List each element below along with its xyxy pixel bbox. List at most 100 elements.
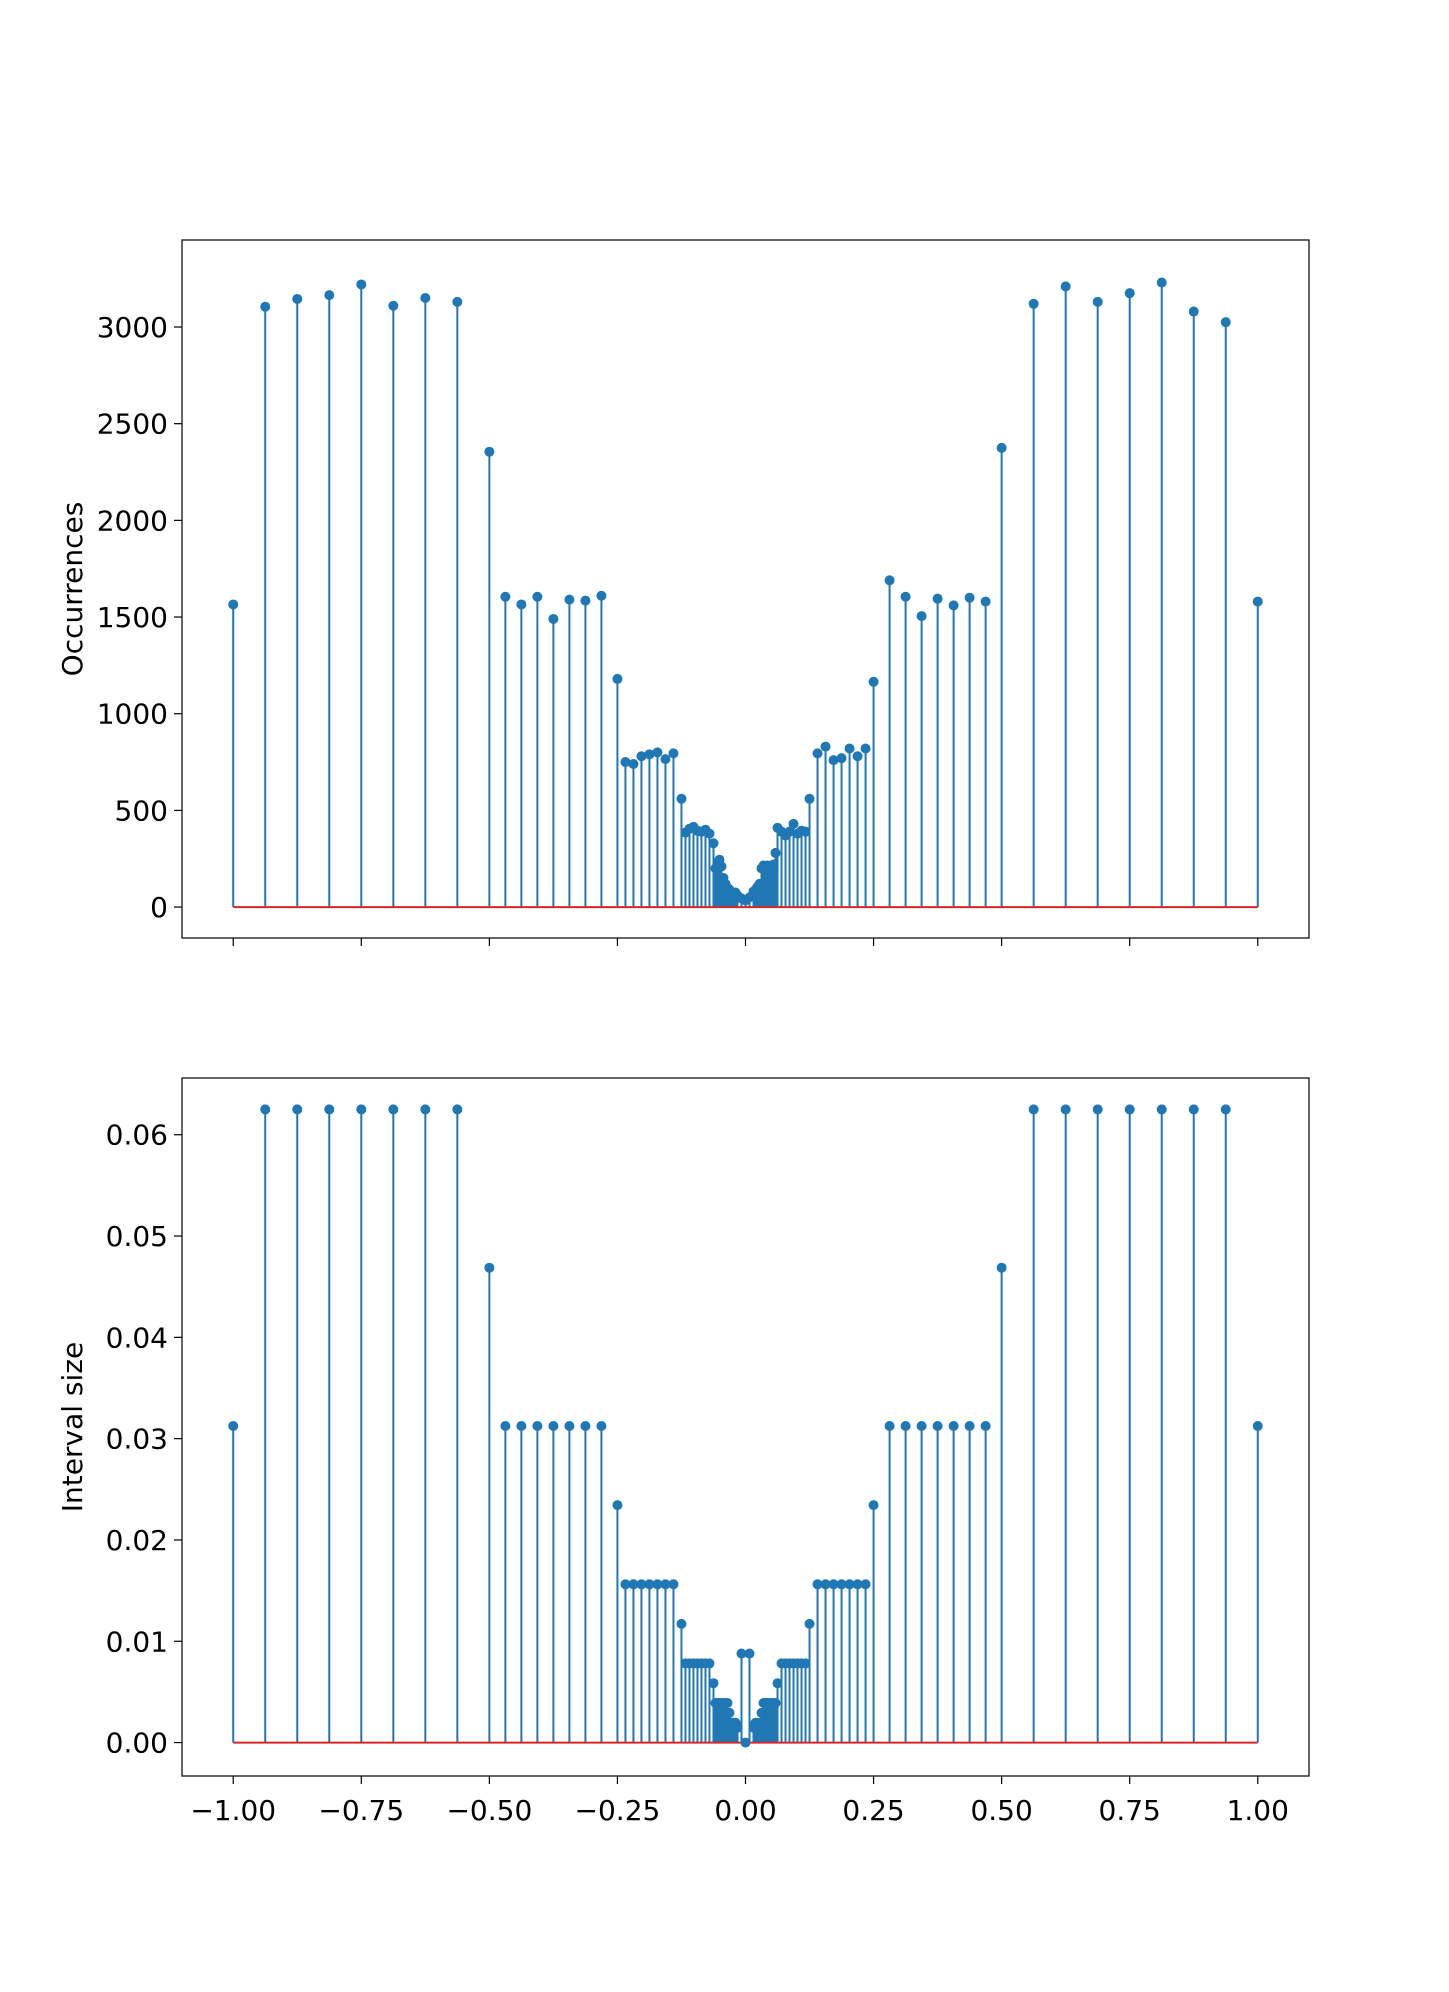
interval-size-stem-marker — [1028, 1104, 1039, 1115]
interval-size-stem-marker — [722, 1697, 733, 1708]
interval-size-stems — [228, 1104, 1263, 1748]
occurrences-stem-marker — [652, 747, 663, 758]
occurrences-stem-marker — [852, 751, 863, 762]
occurrences-stem-marker — [1220, 317, 1231, 328]
occurrences-stem-marker — [708, 838, 719, 849]
interval-size-y-axis-label: Interval size — [56, 1342, 89, 1512]
interval-size-stem-marker — [812, 1579, 823, 1590]
occurrences-stem-marker — [260, 301, 271, 312]
interval-size-stem-marker — [884, 1420, 895, 1431]
occurrences-stem-marker — [500, 591, 511, 602]
interval-size-y-tick-label: 0.00 — [106, 1727, 168, 1760]
interval-size-x-tick-label: −0.25 — [575, 1794, 661, 1827]
occurrences-stem-marker — [1156, 277, 1167, 288]
interval-size-stem-marker — [484, 1262, 495, 1273]
interval-size-stem-marker — [1124, 1104, 1135, 1115]
interval-size-stem-marker — [996, 1262, 1007, 1273]
interval-size-stem-marker — [1092, 1104, 1103, 1115]
occurrences-stem-marker — [860, 743, 871, 754]
occurrences-stem-marker — [770, 847, 781, 858]
interval-size-stem-marker — [500, 1420, 511, 1431]
occurrences-stem-marker — [484, 446, 495, 457]
interval-size-stem-marker — [770, 1697, 781, 1708]
occurrences-stem-marker — [636, 751, 647, 762]
interval-size-stem-marker — [564, 1420, 575, 1431]
interval-size-stem-marker — [620, 1579, 631, 1590]
interval-size-stem-marker — [704, 1658, 715, 1669]
occurrences-stem-marker — [900, 591, 911, 602]
interval-size-y-tick-label: 0.03 — [106, 1423, 168, 1456]
interval-size-stem-marker — [1060, 1104, 1071, 1115]
occurrences-stem-marker — [788, 818, 799, 829]
interval-size-stem-marker — [1156, 1104, 1167, 1115]
occurrences-stem-marker — [668, 748, 679, 759]
interval-size-stem-marker — [860, 1579, 871, 1590]
occurrences-stem-marker — [620, 757, 631, 768]
interval-size-y-tick-label: 0.06 — [106, 1119, 168, 1152]
interval-size-x-tick-label: 0.75 — [1099, 1794, 1161, 1827]
occurrences-stem-marker — [612, 673, 623, 684]
interval-size-stem-marker — [804, 1618, 815, 1629]
occurrences-stem-marker — [754, 878, 765, 889]
interval-size-stem-marker — [932, 1420, 943, 1431]
occurrences-stem-marker — [828, 755, 839, 766]
occurrences-stem-marker — [964, 592, 975, 603]
occurrences-stem-marker — [1060, 281, 1071, 292]
occurrences-y-tick-label: 0 — [150, 891, 168, 924]
occurrences-stem-marker — [676, 793, 687, 804]
occurrences-stem-marker — [356, 279, 367, 290]
interval-size-stem-marker — [980, 1420, 991, 1431]
occurrences-y-tick-label: 2500 — [97, 408, 168, 441]
interval-size-stem-marker — [628, 1579, 639, 1590]
interval-size-stem-marker — [516, 1420, 527, 1431]
interval-size-y-tick-label: 0.02 — [106, 1524, 168, 1557]
interval-size-y-tick-label: 0.04 — [106, 1321, 168, 1354]
occurrences-stem-marker — [784, 826, 795, 837]
occurrences-y-ticks: 0 500 1000 1500 2000 2500 3000 — [97, 311, 182, 924]
occurrences-stem-marker — [812, 748, 823, 759]
interval-size-stem-marker — [756, 1707, 767, 1718]
occurrences-stem-marker — [996, 442, 1007, 453]
interval-size-x-tick-label: −0.50 — [446, 1794, 532, 1827]
occurrences-stem-marker — [766, 867, 777, 878]
occurrences-stem-marker — [532, 591, 543, 602]
interval-size-stem-marker — [800, 1658, 811, 1669]
interval-size-stem-marker — [868, 1500, 879, 1511]
interval-size-stem-marker — [676, 1618, 687, 1629]
interval-size-y-ticks: 0.00 0.01 0.02 0.03 0.04 0.05 0.06 — [106, 1119, 182, 1760]
occurrences-stem-marker — [420, 293, 431, 304]
interval-size-stem-marker — [668, 1579, 679, 1590]
occurrences-stem-marker — [932, 593, 943, 604]
occurrences-x-ticks — [232, 938, 1259, 946]
interval-size-stem-marker — [732, 1722, 743, 1733]
interval-size-stem-marker — [724, 1707, 735, 1718]
occurrences-stem-marker — [516, 599, 527, 610]
interval-size-x-tick-label: 0.00 — [714, 1794, 776, 1827]
occurrences-stem-marker — [1252, 596, 1263, 607]
occurrences-stem-marker — [388, 300, 399, 311]
occurrences-stem-marker — [644, 749, 655, 760]
occurrences-stem-marker — [948, 600, 959, 611]
occurrences-stem-marker — [564, 594, 575, 605]
interval-size-stem-marker — [324, 1104, 335, 1115]
occurrences-stem-marker — [704, 828, 715, 839]
interval-size-stem-marker — [644, 1579, 655, 1590]
interval-size-x-tick-label: −1.00 — [190, 1794, 276, 1827]
interval-size-stem-marker — [292, 1104, 303, 1115]
interval-size-stem-marker — [652, 1579, 663, 1590]
occurrences-y-tick-label: 1500 — [97, 601, 168, 634]
occurrences-stem-marker — [820, 741, 831, 752]
occurrences-y-tick-label: 2000 — [97, 504, 168, 537]
occurrences-stem-marker — [548, 613, 559, 624]
interval-size-x-tick-label: −0.75 — [318, 1794, 404, 1827]
interval-size-x-tick-label: 0.50 — [970, 1794, 1032, 1827]
interval-size-stem-marker — [744, 1648, 755, 1659]
interval-size-stem-marker — [708, 1678, 719, 1689]
interval-size-stem-marker — [740, 1737, 751, 1748]
interval-size-stem-marker — [596, 1420, 607, 1431]
occurrences-y-axis-label: Occurrences — [56, 502, 89, 677]
interval-size-stem-marker — [452, 1104, 463, 1115]
occurrences-stem-marker — [1092, 296, 1103, 307]
